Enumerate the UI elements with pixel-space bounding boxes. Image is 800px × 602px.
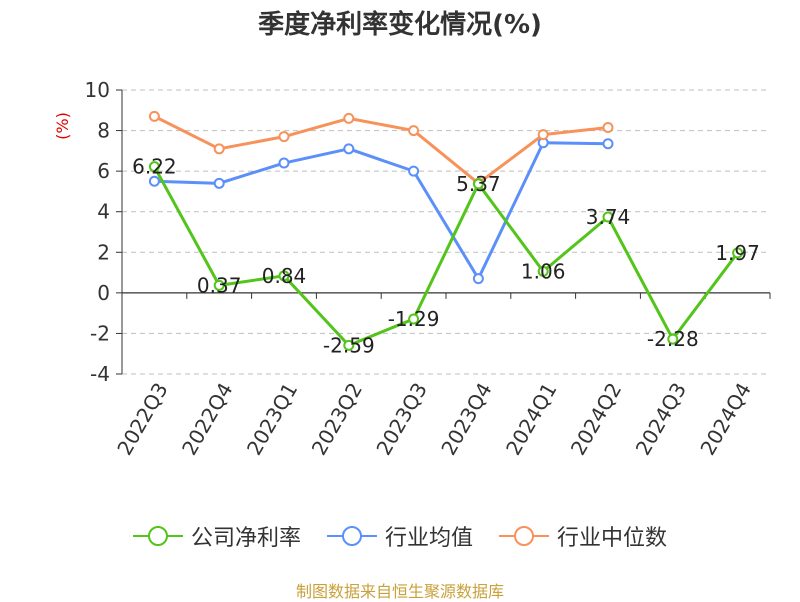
x-tick-label: 2024Q4	[695, 379, 755, 460]
data-point	[472, 273, 484, 285]
chart-legend: 公司净利率 行业均值 行业中位数	[0, 518, 800, 554]
y-tick-label: 10	[85, 78, 110, 102]
x-tick-label: 2024Q1	[501, 379, 561, 460]
x-tick-label: 2023Q3	[371, 379, 431, 460]
y-tick-label: 0	[97, 281, 110, 305]
legend-item[interactable]: 行业均值	[326, 520, 473, 552]
legend-swatch	[499, 526, 549, 546]
data-point	[667, 333, 679, 345]
series-line-2	[153, 115, 609, 185]
chart-title: 季度净利率变化情况(%)	[258, 10, 542, 40]
data-point	[537, 129, 549, 141]
legend-swatch	[132, 526, 183, 546]
data-point	[408, 165, 420, 177]
data-point	[343, 143, 355, 155]
data-label: -2.59	[323, 333, 375, 357]
data-label: -1.29	[388, 307, 440, 331]
series-line-1	[154, 141, 609, 281]
data-point	[408, 313, 420, 325]
x-tick-label: 2022Q3	[112, 379, 172, 460]
data-point	[148, 110, 160, 122]
data-label: 1.97	[715, 241, 760, 265]
x-tick-label: 2022Q4	[177, 379, 237, 460]
legend-item[interactable]: 行业中位数	[499, 520, 667, 552]
data-point	[732, 247, 744, 259]
y-tick-label: -2	[90, 321, 110, 345]
data-label: 1.06	[521, 259, 566, 283]
data-label: 3.74	[586, 205, 631, 229]
data-point	[602, 122, 614, 134]
legend-swatch	[326, 526, 377, 546]
legend-label: 公司净利率	[190, 526, 301, 551]
y-tick-label: 2	[97, 240, 110, 264]
data-point	[537, 265, 549, 277]
data-point	[278, 131, 290, 143]
legend-label: 行业中位数	[557, 526, 668, 551]
data-point	[278, 270, 290, 282]
legend-item[interactable]: 公司净利率	[132, 520, 301, 552]
data-point	[278, 157, 290, 169]
data-point	[472, 178, 484, 190]
source-footer: 制图数据来自恒生聚源数据库	[295, 582, 504, 601]
data-point	[602, 138, 614, 150]
data-point	[148, 161, 160, 173]
y-tick-label: -4	[90, 362, 110, 386]
y-tick-label: 8	[97, 119, 110, 143]
x-tick-label: 2023Q4	[436, 379, 496, 460]
x-tick-label: 2024Q2	[566, 379, 626, 460]
data-point	[343, 112, 355, 124]
data-label: -2.28	[647, 327, 699, 351]
data-point	[213, 177, 225, 189]
data-point	[408, 125, 420, 137]
y-tick-label: 4	[97, 200, 110, 224]
data-label: 5.37	[456, 172, 501, 196]
data-point	[148, 175, 160, 187]
series-line-0	[153, 165, 739, 347]
y-tick-label: 6	[97, 159, 110, 183]
data-point	[602, 211, 614, 223]
x-tick-label: 2023Q1	[242, 379, 302, 460]
data-label: 0.37	[197, 273, 242, 297]
data-label: 0.84	[262, 264, 307, 288]
data-point	[213, 279, 225, 291]
x-tick-label: 2024Q3	[631, 379, 691, 460]
y-axis-label: (%)	[53, 112, 72, 140]
data-point	[343, 339, 355, 351]
legend-label: 行业均值	[384, 526, 473, 551]
x-tick-label: 2023Q2	[307, 379, 367, 460]
data-point	[213, 143, 225, 155]
data-label: 6.22	[132, 155, 177, 179]
